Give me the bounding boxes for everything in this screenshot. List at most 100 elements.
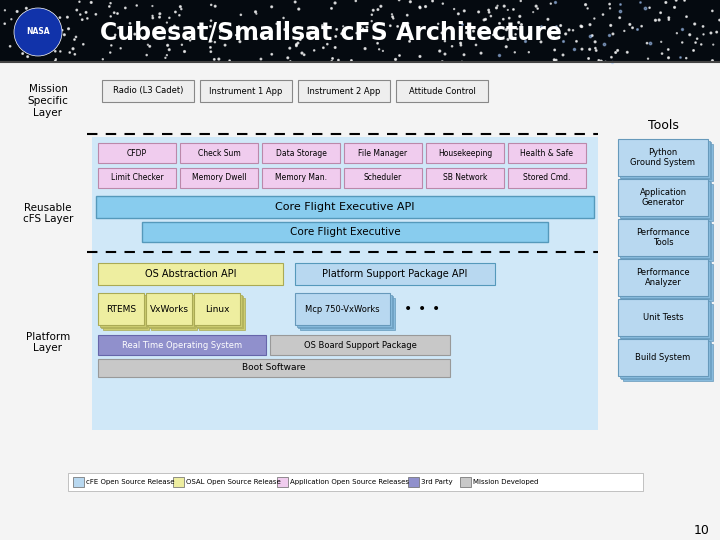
Point	[4, 42, 16, 51]
Point	[42, 25, 54, 34]
Point	[706, 6, 718, 15]
Text: Cubesat/Smallsat cFS Architecture: Cubesat/Smallsat cFS Architecture	[100, 20, 562, 44]
Point	[468, 27, 480, 36]
Point	[689, 19, 701, 28]
Point	[571, 37, 582, 46]
Point	[498, 15, 509, 24]
Point	[684, 30, 696, 39]
Point	[326, 57, 338, 66]
Point	[22, 52, 33, 61]
Point	[266, 3, 277, 11]
Point	[532, 4, 544, 13]
Point	[436, 57, 448, 66]
Point	[563, 25, 575, 34]
Point	[30, 40, 41, 49]
Bar	[344, 143, 422, 163]
Point	[386, 10, 397, 18]
Point	[336, 29, 348, 38]
Point	[519, 37, 531, 45]
Text: Platform Support Package API: Platform Support Package API	[323, 269, 468, 279]
Bar	[149, 296, 195, 328]
Point	[588, 14, 600, 23]
Point	[590, 37, 601, 46]
Point	[500, 43, 512, 51]
Bar	[101, 296, 147, 328]
Point	[402, 11, 413, 19]
Bar	[623, 344, 713, 381]
Text: Application
Generator: Application Generator	[639, 188, 687, 207]
Point	[697, 22, 708, 31]
Text: Limit Checker: Limit Checker	[111, 173, 163, 183]
Point	[282, 32, 293, 40]
Bar	[194, 293, 240, 325]
Bar	[276, 477, 288, 487]
Point	[696, 40, 707, 49]
Bar	[270, 335, 450, 355]
Bar	[623, 264, 713, 301]
Point	[420, 2, 431, 11]
Point	[596, 58, 608, 66]
Point	[147, 2, 158, 10]
Point	[663, 53, 675, 62]
Point	[63, 24, 74, 33]
Point	[271, 19, 282, 28]
Point	[34, 9, 45, 18]
Text: OSAL Open Source Release: OSAL Open Source Release	[186, 479, 281, 485]
Point	[213, 55, 225, 63]
Point	[553, 33, 564, 42]
Bar	[623, 304, 713, 341]
Point	[294, 36, 306, 44]
Point	[670, 0, 682, 5]
Point	[557, 37, 569, 46]
Point	[76, 15, 88, 24]
Point	[179, 47, 190, 56]
Point	[161, 18, 173, 27]
Point	[17, 49, 28, 58]
Point	[568, 44, 580, 53]
Point	[439, 50, 451, 58]
Point	[656, 49, 667, 58]
Point	[705, 29, 716, 37]
Point	[139, 33, 150, 42]
Point	[478, 16, 490, 24]
Text: Mission
Specific
Layer: Mission Specific Layer	[27, 84, 68, 118]
Text: Application Open Source Releases: Application Open Source Releases	[289, 479, 409, 485]
Point	[708, 40, 719, 49]
Bar	[618, 259, 708, 296]
Point	[449, 5, 460, 14]
Bar	[98, 293, 144, 325]
Bar	[300, 298, 395, 330]
Bar	[102, 80, 194, 102]
Point	[184, 36, 196, 45]
Point	[73, 0, 85, 6]
Point	[375, 2, 387, 11]
Bar	[295, 263, 495, 285]
Point	[475, 49, 487, 57]
Point	[513, 18, 524, 27]
Bar	[92, 137, 598, 290]
Point	[483, 6, 495, 15]
Text: OS Board Support Package: OS Board Support Package	[304, 341, 416, 349]
Point	[147, 14, 158, 22]
Point	[545, 0, 557, 8]
Point	[663, 15, 675, 24]
Bar	[426, 143, 504, 163]
Point	[163, 45, 175, 54]
Point	[322, 40, 333, 49]
Point	[50, 47, 61, 56]
Point	[154, 13, 166, 22]
Point	[492, 2, 503, 10]
Text: Performance
Analyzer: Performance Analyzer	[636, 268, 690, 287]
Point	[0, 6, 11, 15]
Bar	[619, 300, 709, 338]
Point	[508, 5, 519, 14]
Point	[393, 0, 405, 4]
Bar	[619, 341, 709, 377]
Point	[714, 16, 720, 24]
Point	[595, 57, 607, 65]
Point	[582, 54, 594, 63]
Point	[621, 48, 633, 57]
Bar	[344, 168, 422, 188]
Point	[455, 41, 467, 50]
Point	[679, 0, 690, 5]
